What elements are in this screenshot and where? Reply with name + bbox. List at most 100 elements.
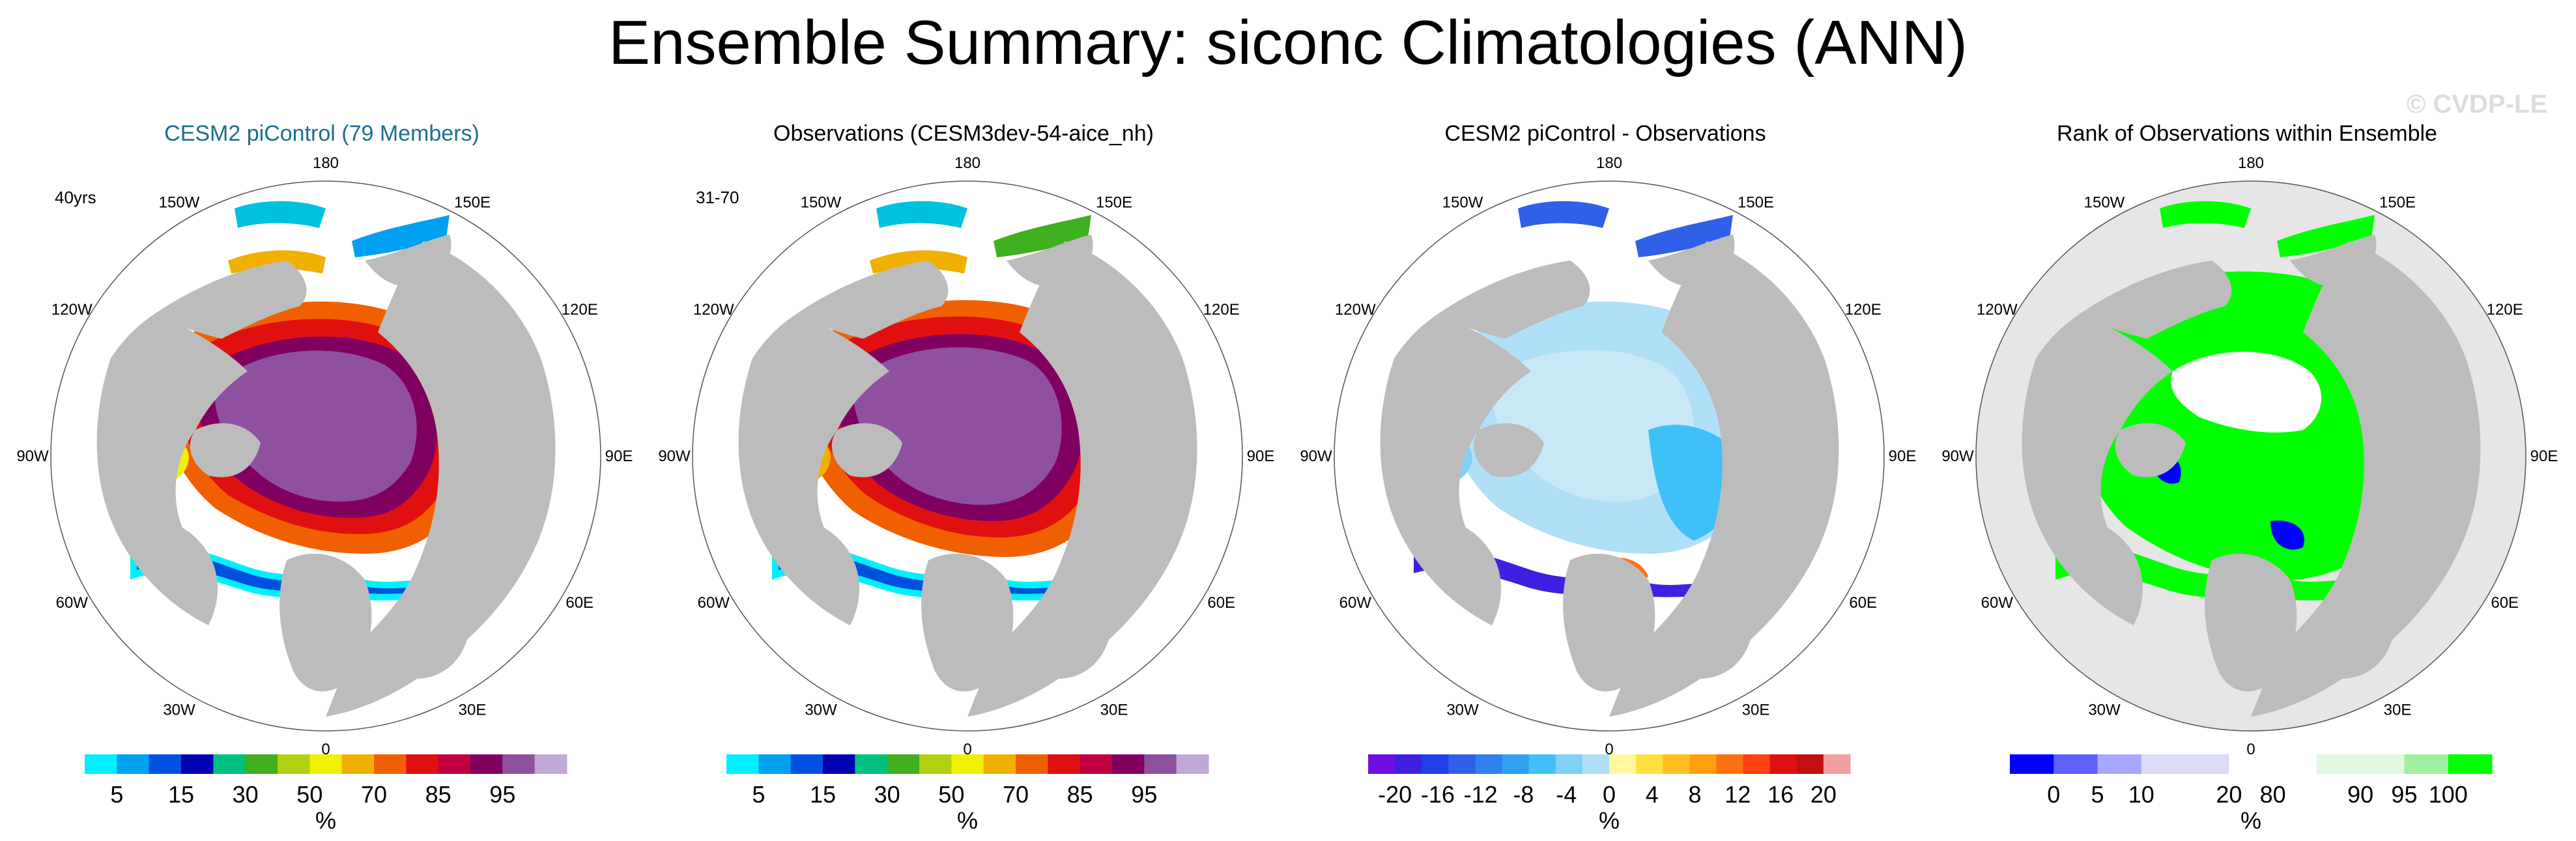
longitude-label: 120E (562, 301, 598, 319)
longitude-label: 180 (954, 154, 980, 172)
longitude-label: 30W (1446, 702, 1479, 719)
colorbar-swatch (919, 754, 952, 774)
longitude-label: 60W (56, 594, 89, 612)
colorbar-swatch (1743, 754, 1771, 774)
longitude-label: 90E (1889, 448, 1917, 465)
colorbar-tick-label: -4 (1556, 781, 1577, 808)
longitude-label: 60W (1339, 594, 1372, 612)
polar-map: 180 150E 120E 90E 60E 30E 0 30W 60W 90W 120W 150W (1300, 154, 1917, 758)
map-boundary (1334, 180, 1885, 732)
colorbar-swatch (1663, 754, 1690, 774)
colorbar-tick-label: 85 (425, 781, 451, 808)
colorbar-tick-label: 95 (2391, 781, 2417, 808)
sea-ice-region (214, 350, 417, 502)
land-mass (2251, 241, 2481, 717)
colorbar-swatch (1555, 754, 1583, 774)
colorbar-unit: % (315, 807, 336, 834)
longitude-label: 150W (159, 193, 200, 211)
colorbar-tick-label: 50 (938, 781, 964, 808)
colorbar-tick-label: -16 (1421, 781, 1455, 808)
colorbar-swatch (1395, 754, 1422, 774)
colorbar-swatch (1609, 754, 1637, 774)
colorbar-tick-label: 15 (168, 781, 194, 808)
colorbar-swatch (1144, 754, 1177, 774)
longitude-label: 30W (805, 702, 837, 719)
land-mass (2082, 261, 2232, 339)
land-mass (738, 313, 889, 625)
sea-ice-region (2171, 352, 2322, 433)
longitude-label: 150W (801, 193, 842, 211)
longitude-label: 60E (1849, 594, 1877, 612)
longitude-label: 90E (605, 448, 633, 465)
colorbar-tick-label: 0 (2047, 781, 2060, 808)
colorbar-tick-label: 4 (1646, 781, 1659, 808)
colorbar-tick-label: 70 (361, 781, 387, 808)
panel-title: Observations (CESM3dev-54-aice_nh) (773, 121, 1154, 146)
polar-map: 180 150E 120E 90E 60E 30E 0 30W 60W 90W 120W 150W (1941, 154, 2558, 758)
sea-ice-region (1648, 425, 1741, 541)
sea-ice-region (352, 215, 450, 257)
colorbar: 5 15 30 50 70 85 95% (85, 754, 567, 834)
colorbar-tick-label: -8 (1513, 781, 1534, 808)
colorbar-swatch (2141, 754, 2186, 774)
colorbar-swatch (181, 754, 214, 774)
colorbar: -20 -16 -12 -8 -4 0 4 8 12 16 20% (1368, 754, 1851, 834)
longitude-label: 90E (1247, 448, 1275, 465)
colorbar-swatch (2448, 754, 2493, 774)
land-mass (1473, 423, 1544, 478)
longitude-label: 30E (459, 702, 487, 719)
sea-ice-region (235, 201, 326, 228)
colorbar-tick-label: 5 (110, 781, 123, 808)
colorbar-tick-label: 0 (1603, 781, 1616, 808)
colorbar-swatch (438, 754, 471, 774)
colorbar: 5 15 30 50 70 85 95% (726, 754, 1209, 834)
colorbar-tick-label: 50 (296, 781, 322, 808)
panel-corner-label: 40yrs (55, 188, 96, 207)
map-boundary (50, 180, 601, 732)
panel-corner-label: 31-70 (696, 188, 739, 207)
colorbar-unit: % (957, 807, 978, 834)
colorbar-swatch (1636, 754, 1663, 774)
colorbar-swatch (2404, 754, 2449, 774)
colorbar-swatch (855, 754, 888, 774)
sea-ice-region (1518, 201, 1609, 228)
longitude-label: 30E (1742, 702, 1770, 719)
sea-ice-region (994, 215, 1091, 257)
colorbar-swatch (2360, 754, 2405, 774)
colorbar-swatch (502, 754, 536, 774)
sea-ice-region (2277, 215, 2375, 257)
land-mass (2205, 554, 2297, 692)
longitude-label: 90E (2530, 448, 2558, 465)
colorbar-swatch (790, 754, 823, 774)
colorbar-tick-label: 20 (1810, 781, 1837, 808)
map-boundary (692, 180, 1243, 732)
longitude-label: 90W (16, 448, 49, 465)
colorbar-unit: % (1599, 807, 1620, 834)
colorbar-tick-label: 30 (874, 781, 900, 808)
map-boundary (1975, 180, 2526, 732)
polar-map: 180 150E 120E 90E 60E 30E 0 30W 60W 90W 120W 150W (658, 154, 1275, 758)
land-mass (365, 235, 451, 287)
longitude-label: 30E (1100, 702, 1128, 719)
land-mass (2022, 313, 2173, 625)
colorbar-tick-label: 5 (2091, 781, 2104, 808)
colorbar-tick-label: -12 (1464, 781, 1498, 808)
colorbar-swatch (1502, 754, 1530, 774)
panel-title: CESM2 piControl - Observations (1444, 121, 1766, 146)
colorbar-swatch (1080, 754, 1113, 774)
land-mass (1675, 606, 1753, 679)
colorbar-swatch (245, 754, 278, 774)
colorbar-swatch (951, 754, 984, 774)
colorbar-swatch (309, 754, 343, 774)
colorbar-tick-label: 10 (2128, 781, 2154, 808)
land-mass (279, 554, 372, 692)
land-mass (96, 313, 248, 625)
colorbar-swatch (1016, 754, 1048, 774)
land-mass (326, 241, 556, 717)
colorbar-tick-label: 16 (1767, 781, 1794, 808)
longitude-label: 120W (1977, 301, 2018, 319)
longitude-label: 30E (2384, 702, 2412, 719)
longitude-label: 180 (2238, 154, 2264, 172)
colorbar-swatch (1048, 754, 1081, 774)
longitude-label: 120W (1335, 301, 1376, 319)
